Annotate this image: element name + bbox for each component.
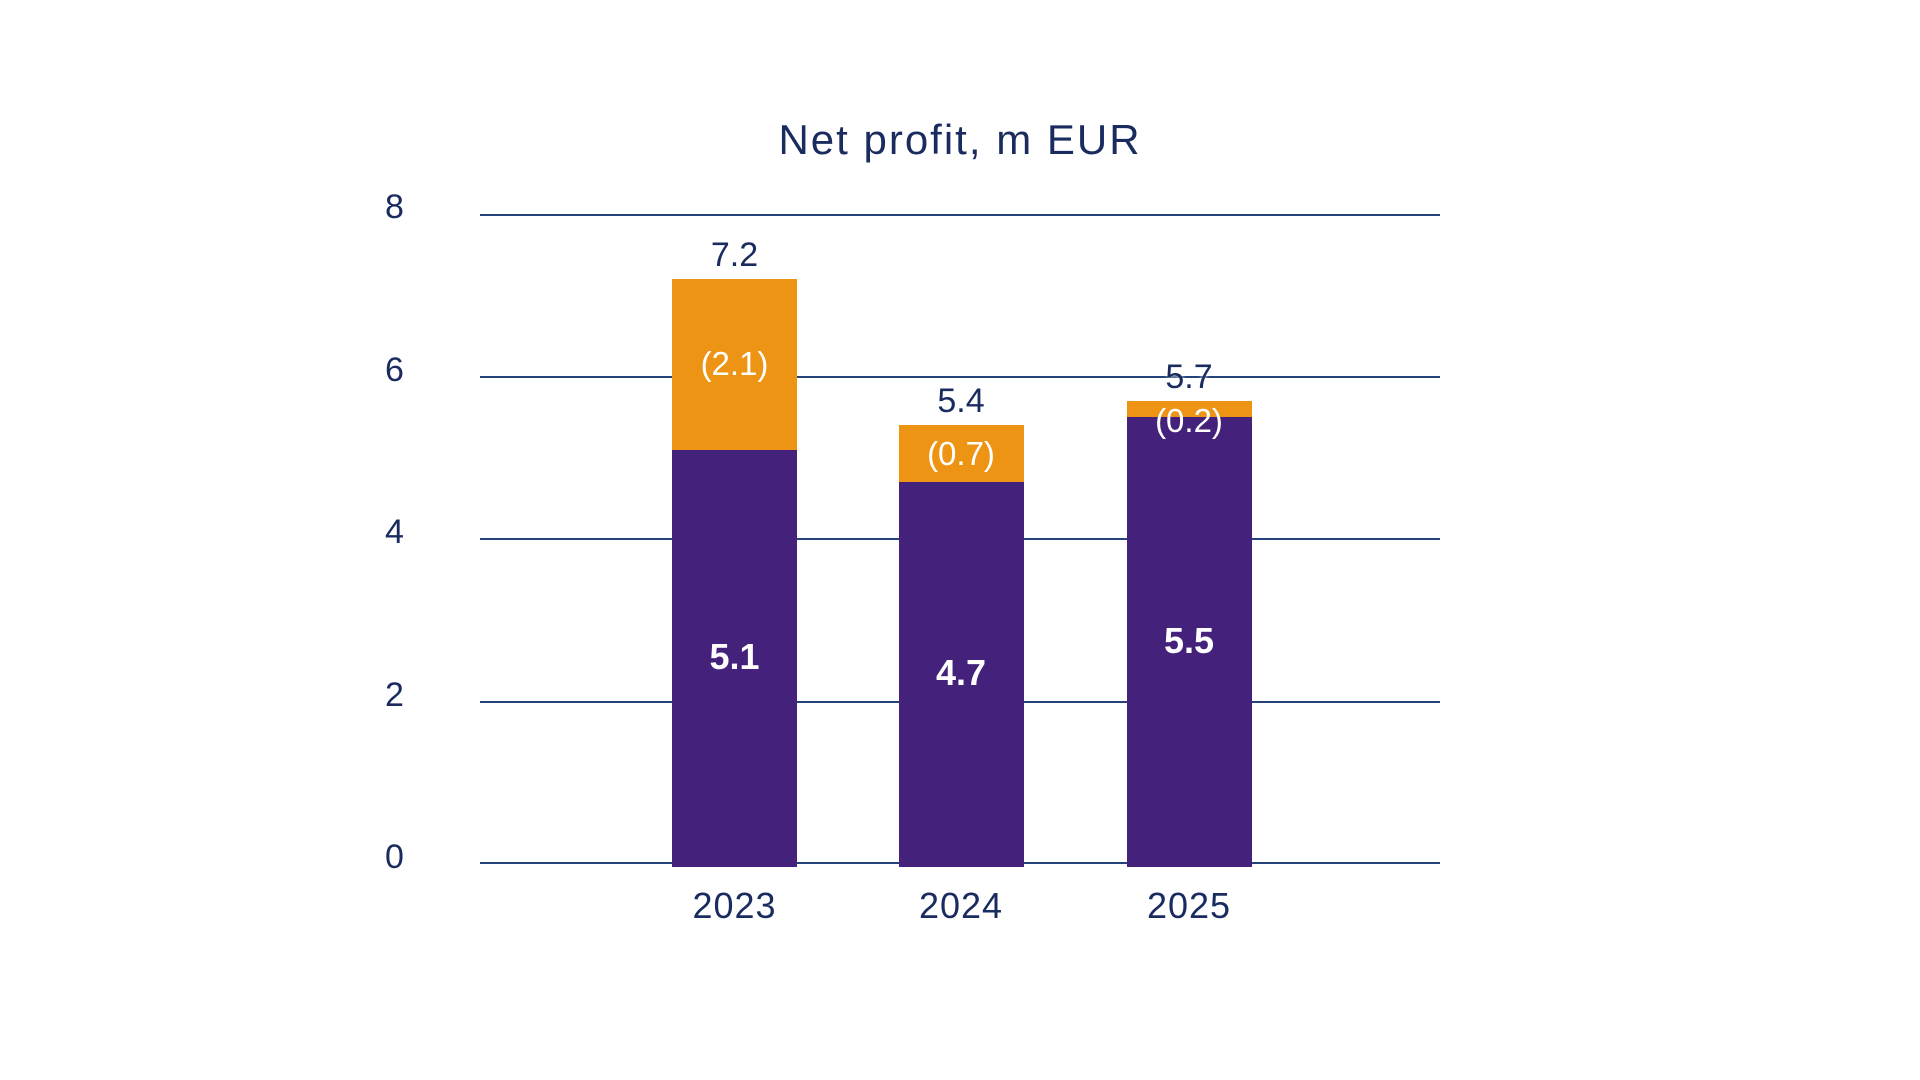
y-axis-tick-label: 4 — [385, 513, 404, 551]
y-axis-tick-label: 2 — [385, 675, 404, 714]
y-axis-tick-label: 8 — [385, 188, 404, 226]
x-axis-label-2023: 2023 — [692, 885, 777, 926]
segment-label-2025-orange-segment: (0.2) — [1155, 401, 1223, 439]
bar-2023-orange-segment — [672, 279, 797, 450]
x-axis-label-2024: 2024 — [918, 885, 1004, 926]
bar-2023-purple-segment — [672, 449, 797, 867]
segment-label-2023-orange-segment: (2.1) — [700, 345, 769, 383]
segment-label-2023-purple-segment: 5.1 — [709, 635, 760, 677]
bar-2024-purple-segment — [898, 482, 1024, 867]
gridline-y6 — [480, 375, 1440, 378]
x-axis-label-2025: 2025 — [1146, 885, 1232, 926]
total-label-2025: 5.7 — [1165, 357, 1213, 396]
segment-label-2024-purple-segment: 4.7 — [935, 652, 987, 694]
plot-area: 0 2 4 6 8 5.1 (2.1) 7.2 2023 4.7 (0.7) 5.4 2024 5.5 (0… — [385, 188, 1440, 926]
total-label-2023: 7.2 — [710, 236, 759, 274]
bar-2024-orange-segment — [898, 425, 1024, 483]
chart-title: Net profit, m EUR — [778, 116, 1142, 163]
segment-label-2024-orange-segment: (0.7) — [927, 434, 995, 472]
bar-2025-orange-segment — [1126, 400, 1252, 418]
segment-label-2025-purple-segment: 5.5 — [1163, 619, 1215, 661]
y-axis-tick-label: 6 — [385, 350, 404, 389]
bar-2025-purple-segment — [1126, 417, 1252, 867]
y-axis-tick-label: 0 — [385, 838, 404, 876]
total-label-2024: 5.4 — [937, 382, 985, 421]
gridline-y8 — [480, 214, 1440, 216]
